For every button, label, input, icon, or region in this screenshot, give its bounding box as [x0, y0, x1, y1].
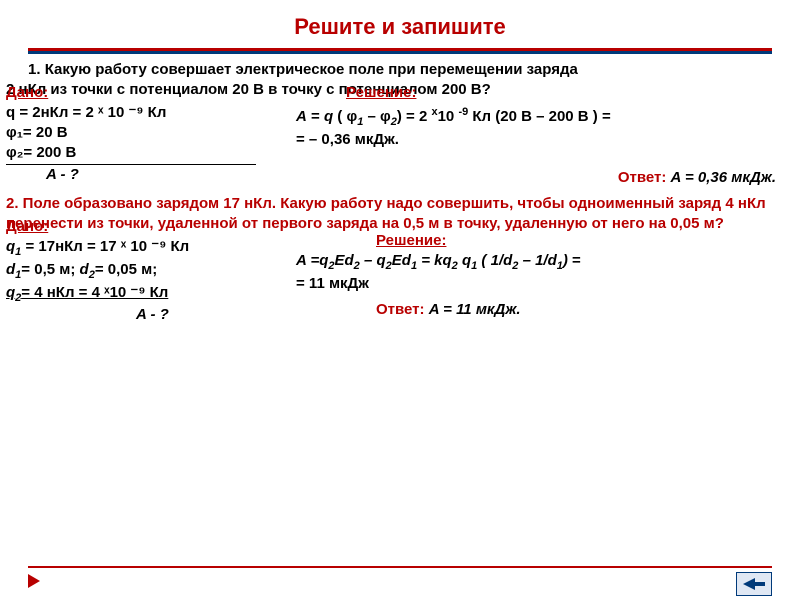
p1-dano: Дано:: [6, 83, 286, 103]
p1-sol1: AA = q ( φ₁ – φ₂) = 2 ˣ10 ⁻⁹ Кл (20 В – …: [296, 105, 776, 130]
arrow-stem: [755, 582, 765, 586]
play-icon[interactable]: [28, 574, 40, 588]
bottom-bar: [28, 566, 772, 594]
p2-g2: d1= 0,5 м; d2= 0,05 м;: [6, 260, 286, 283]
p2-ans: Ответ: A = 11 мкДж.: [376, 300, 776, 320]
p1-resh: Решение:: [346, 83, 776, 103]
p2-work: Дано: q1 = 17нКл = 17 ˣ 10 ⁻⁹ Кл d1= 0,5…: [6, 217, 776, 326]
arrow-left-icon: [743, 578, 755, 590]
p1-num: 1.: [28, 61, 41, 78]
p2-resh: Решение:: [376, 231, 776, 251]
p1-find: A - ?: [46, 165, 286, 185]
p1-sol2: = – 0,36 мкДж.: [296, 130, 776, 150]
p2-g3: q2= 4 нКл = 4 ˣ10 ⁻⁹ Кл: [6, 283, 286, 306]
p1-g1: q = 2нКл = 2 ˣ 10 ⁻⁹ Кл: [6, 103, 286, 123]
content: 1. Какую работу совершает электрическое …: [0, 54, 800, 326]
p1-ans: Ответ: A = 0,36 мкДж.: [296, 168, 776, 188]
p1-line1: Какую работу совершает электрическое пол…: [45, 61, 578, 78]
p2-g1: q1 = 17нКл = 17 ˣ 10 ⁻⁹ Кл: [6, 237, 286, 260]
p1-g2: φ₁= 20 В: [6, 123, 286, 143]
p1-work: Дано: q = 2нКл = 2 ˣ 10 ⁻⁹ Кл φ₁= 20 В φ…: [6, 83, 776, 189]
back-button[interactable]: [736, 572, 772, 596]
p2-find: A - ?: [136, 305, 286, 325]
p2-sol1: A =q2Ed2 – q2Ed1 = kq2 q1 ( 1/d2 – 1/d1)…: [296, 251, 776, 274]
p2-dano: Дано:: [6, 217, 286, 237]
p1-g3: φ₂= 200 В: [6, 143, 286, 163]
page-title: Решите и запишите: [0, 14, 800, 40]
p2-sol2: = 11 мкДж: [296, 274, 776, 294]
